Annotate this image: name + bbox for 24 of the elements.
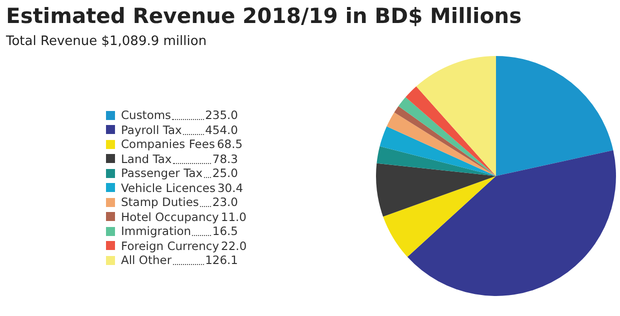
legend-label: Immigration [121, 224, 192, 238]
legend-label: Payroll Tax [121, 122, 182, 137]
legend-label: Customs [121, 108, 172, 122]
legend-label: Hotel Occupancy [121, 210, 219, 224]
legend-label: Passenger Tax [121, 166, 203, 180]
data-label: 126.1 [205, 253, 238, 268]
data-label: 454.0 [205, 122, 238, 137]
legend-label: Companies Fees [121, 137, 215, 152]
chart-title: Estimated Revenue 2018/19 in BD$ Millions [6, 4, 522, 28]
data-label: 11.0 [220, 210, 246, 224]
data-label: 30.4 [217, 180, 244, 195]
data-label: 22.0 [221, 238, 247, 253]
legend-label: Foreign Currency [121, 238, 220, 253]
data-label: 68.5 [216, 137, 243, 152]
legend-label: Vehicle Licences [121, 180, 216, 195]
legend-label: All Other [121, 253, 172, 268]
data-label: 78.3 [212, 152, 238, 166]
data-label: 235.0 [205, 108, 238, 122]
legend-label: Stamp Duties [121, 195, 199, 210]
chart-subtitle: Total Revenue $1,089.9 million [6, 34, 207, 49]
data-label: 25.0 [212, 166, 238, 180]
data-label: 23.0 [212, 195, 238, 210]
legend-label: Land Tax [121, 152, 172, 166]
data-label: 16.5 [212, 224, 238, 238]
